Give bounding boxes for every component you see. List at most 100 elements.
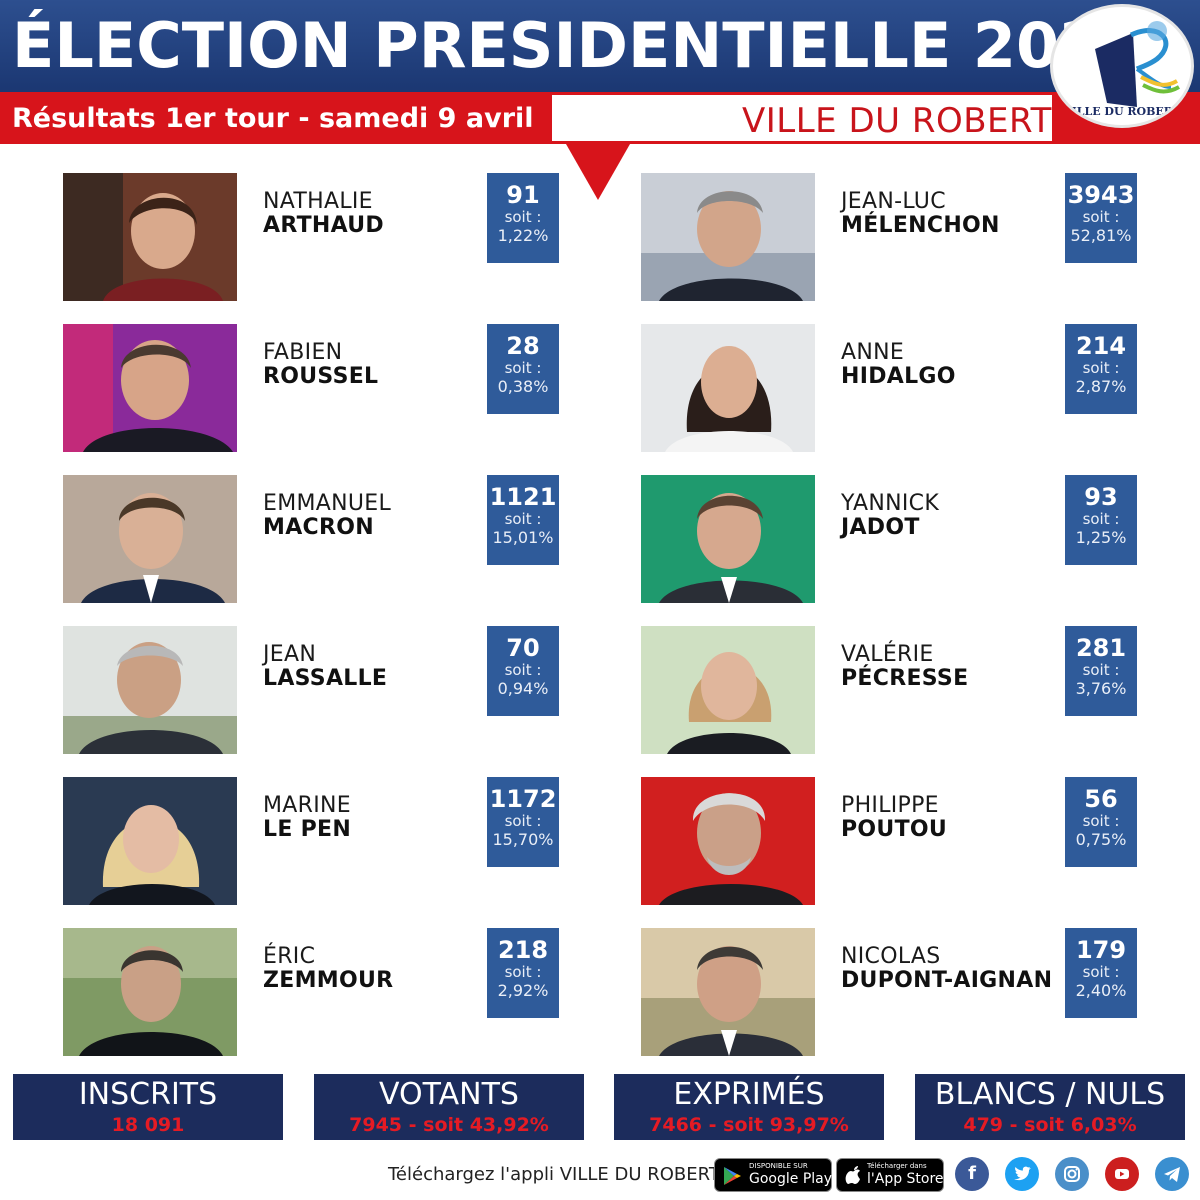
vote-box: 70 soit : 0,94% (487, 626, 559, 716)
twitter-icon[interactable] (1005, 1157, 1039, 1191)
app-store-small-text: Télécharger dans (867, 1162, 927, 1170)
vote-count: 1121 (489, 483, 557, 511)
candidate-first-name: MARINE (263, 793, 351, 818)
candidate-photo (641, 475, 815, 603)
vote-percent: 0,75% (1075, 830, 1127, 849)
subtitle: Résultats 1er tour - samedi 9 avril (12, 103, 534, 134)
facebook-icon[interactable]: f (955, 1157, 989, 1191)
candidate-photo (63, 777, 237, 905)
candidate-photo (63, 173, 237, 301)
vote-count: 1172 (489, 785, 557, 813)
stat-inscrits: INSCRITS 18 091 (13, 1074, 283, 1140)
soit-label: soit : (504, 812, 542, 830)
candidate-first-name: JEAN (263, 642, 317, 667)
candidate-last-name: ARTHAUD (263, 213, 384, 238)
stat-label: VOTANTS (379, 1077, 519, 1112)
soit-label: soit : (1082, 963, 1120, 981)
candidate-card: JEAN-LUC MÉLENCHON 3943 soit : 52,81% (641, 173, 1141, 301)
soit-label: soit : (1082, 661, 1120, 679)
vote-percent: 1,25% (1075, 528, 1127, 547)
soit-label: soit : (1082, 208, 1120, 226)
candidate-first-name: PHILIPPE (841, 793, 939, 818)
candidate-first-name: JEAN-LUC (841, 189, 946, 214)
candidate-card: ÉRIC ZEMMOUR 218 soit : 2,92% (63, 928, 563, 1056)
candidate-first-name: ANNE (841, 340, 905, 365)
soit-label: soit : (1082, 510, 1120, 528)
candidate-card: YANNICK JADOT 93 soit : 1,25% (641, 475, 1141, 603)
vote-percent: 2,40% (1075, 981, 1127, 1000)
stat-blancs-nuls: BLANCS / NULS 479 - soit 6,03% (915, 1074, 1185, 1140)
pointer-triangle (566, 144, 630, 200)
vote-count: 28 (506, 332, 540, 360)
candidate-last-name: LE PEN (263, 817, 352, 842)
vote-box: 28 soit : 0,38% (487, 324, 559, 414)
candidate-first-name: ÉRIC (263, 944, 316, 969)
candidate-last-name: JADOT (841, 515, 920, 540)
candidate-card: MARINE LE PEN 1172 soit : 15,70% (63, 777, 563, 905)
vote-count: 3943 (1067, 181, 1135, 209)
ville-du-robert-logo: VILLE DU ROBERT (1050, 4, 1194, 128)
candidate-card: PHILIPPE POUTOU 56 soit : 0,75% (641, 777, 1141, 905)
vote-percent: 52,81% (1070, 226, 1132, 245)
vote-box: 281 soit : 3,76% (1065, 626, 1137, 716)
candidate-photo (641, 324, 815, 452)
candidate-card: NICOLAS DUPONT-AIGNAN 179 soit : 2,40% (641, 928, 1141, 1056)
youtube-icon[interactable] (1105, 1157, 1139, 1191)
vote-percent: 1,22% (497, 226, 549, 245)
vote-percent: 15,01% (492, 528, 554, 547)
candidate-photo (641, 928, 815, 1056)
candidate-card: VALÉRIE PÉCRESSE 281 soit : 3,76% (641, 626, 1141, 754)
ville-band (552, 95, 1052, 141)
stat-label: EXPRIMÉS (673, 1077, 825, 1112)
app-store-button[interactable]: Télécharger dans l'App Store (836, 1158, 944, 1192)
instagram-icon[interactable] (1055, 1157, 1089, 1191)
header-bar: ÉLECTION PRESIDENTIELLE 2022 (0, 0, 1200, 92)
stat-label: INSCRITS (78, 1077, 218, 1112)
vote-box: 91 soit : 1,22% (487, 173, 559, 263)
candidate-last-name: MACRON (263, 515, 374, 540)
candidate-first-name: NICOLAS (841, 944, 941, 969)
vote-percent: 2,92% (497, 981, 549, 1000)
candidate-first-name: YANNICK (841, 491, 940, 516)
candidate-photo (641, 777, 815, 905)
vote-box: 214 soit : 2,87% (1065, 324, 1137, 414)
soit-label: soit : (504, 963, 542, 981)
soit-label: soit : (1082, 359, 1120, 377)
vote-count: 179 (1075, 936, 1127, 964)
vote-box: 1121 soit : 15,01% (487, 475, 559, 565)
candidate-last-name: PÉCRESSE (841, 666, 969, 691)
candidate-first-name: NATHALIE (263, 189, 373, 214)
vote-percent: 3,76% (1075, 679, 1127, 698)
candidate-last-name: POUTOU (841, 817, 948, 842)
vote-count: 93 (1084, 483, 1118, 511)
vote-count: 70 (506, 634, 540, 662)
vote-box: 3943 soit : 52,81% (1065, 173, 1137, 263)
stat-votants: VOTANTS 7945 - soit 43,92% (314, 1074, 584, 1140)
google-play-button[interactable]: DISPONIBLE SUR Google Play (714, 1158, 832, 1192)
candidate-card: JEAN LASSALLE 70 soit : 0,94% (63, 626, 563, 754)
stat-value: 7466 - soit 93,97% (649, 1114, 849, 1136)
logo-text: VILLE DU ROBERT (1063, 105, 1181, 118)
stat-value: 479 - soit 6,03% (963, 1114, 1137, 1136)
candidate-card: FABIEN ROUSSEL 28 soit : 0,38% (63, 324, 563, 452)
google-play-icon (722, 1166, 742, 1190)
vote-count: 218 (497, 936, 549, 964)
stat-exprimes: EXPRIMÉS 7466 - soit 93,97% (614, 1074, 884, 1140)
stat-value: 7945 - soit 43,92% (349, 1114, 549, 1136)
soit-label: soit : (504, 208, 542, 226)
stat-value: 18 091 (111, 1114, 185, 1136)
vote-count: 56 (1084, 785, 1118, 813)
candidate-last-name: LASSALLE (263, 666, 388, 691)
vote-count: 91 (506, 181, 540, 209)
download-app-text: Téléchargez l'appli VILLE DU ROBERT (388, 1164, 720, 1185)
vote-count: 214 (1075, 332, 1127, 360)
vote-box: 179 soit : 2,40% (1065, 928, 1137, 1018)
app-store-label: l'App Store (867, 1171, 944, 1187)
candidate-photo (63, 928, 237, 1056)
candidate-last-name: DUPONT-AIGNAN (841, 968, 1053, 993)
telegram-icon[interactable] (1155, 1157, 1189, 1191)
vote-box: 218 soit : 2,92% (487, 928, 559, 1018)
candidate-card: EMMANUEL MACRON 1121 soit : 15,01% (63, 475, 563, 603)
soit-label: soit : (504, 661, 542, 679)
vote-box: 1172 soit : 15,70% (487, 777, 559, 867)
